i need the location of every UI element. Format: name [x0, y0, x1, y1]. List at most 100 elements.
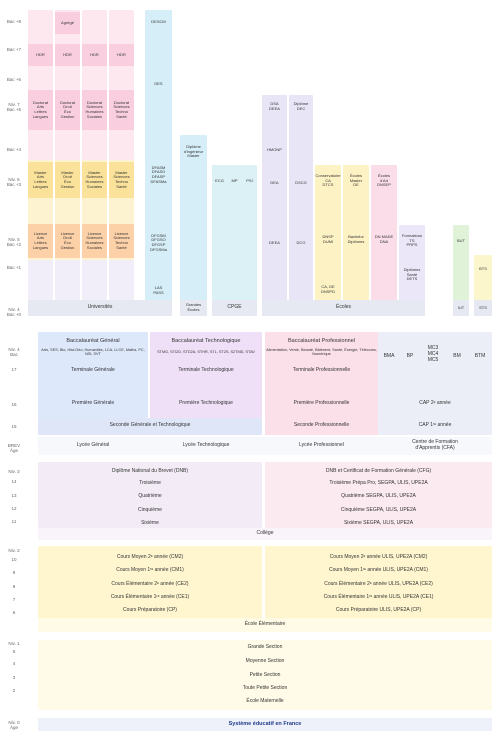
higher-ed-cell: DFASM DFASO DFASP DFASMa — [150, 164, 167, 184]
panel — [180, 135, 207, 300]
lycee-cell: Seconde Générale et Technologique — [109, 422, 191, 429]
college-cell: Troisième Prépa Pro, SEGPA, ULIS, UPE2A — [329, 480, 428, 487]
level-label: 12 — [11, 506, 17, 511]
higher-ed-cell: DESCM — [151, 18, 166, 24]
college-cell: Cinquième SEGPA, ULIS, UPE2A — [340, 507, 417, 514]
lycee-cell: Centre de Formation d'Apprentis (CFA) — [412, 439, 458, 451]
higher-ed-cell: Bachelor Diplômes — [347, 234, 365, 244]
level-label: 15 — [11, 424, 17, 429]
higher-ed-cell: Master Sciences Techno Santé — [109, 162, 134, 198]
lycee-cell: Baccalauréat Professionnel — [288, 337, 355, 344]
higher-ed-cell: DSA DEEA — [269, 101, 280, 111]
level-label: Niv. 7 Bac +5 — [6, 102, 22, 113]
college-cell: Quatrième SEGPA, ULIS, UPE2A — [341, 493, 416, 500]
panel — [343, 165, 369, 300]
higher-ed-cell: DCG — [296, 239, 306, 245]
panel — [265, 418, 378, 435]
higher-ed-cell: CA, DE DNSPD — [320, 284, 335, 294]
higher-ed-cell: HDR — [28, 44, 53, 66]
lycee-cell: Première Générale — [71, 400, 115, 407]
panel — [38, 437, 492, 455]
lycee-cell: Terminale Technologique — [178, 367, 234, 374]
lycee-cell: Lycée Général — [76, 442, 110, 449]
elementary-cell: Cours Élémentaire 2ᵉ année ULIS, UPE2A (… — [324, 581, 433, 588]
lycee-cell: Baccalauréat Technologique — [171, 337, 241, 344]
level-label: Bac +8 — [6, 19, 22, 24]
higher-ed-cell: MP — [231, 177, 238, 183]
level-label: 11 — [11, 519, 17, 524]
lycee-cell: BMA — [383, 353, 395, 360]
maternelle-cell: Petite Section — [249, 672, 281, 679]
lycee-cell: Arts, SES, Bio, Hist-Géo, Humanités, LCA… — [41, 347, 145, 356]
panel — [38, 618, 492, 632]
panel — [289, 95, 313, 300]
lycee-cell: Terminale Générale — [71, 367, 115, 374]
elementary-cell: Cours Élémentaire 2ᵉ année (CE2) — [111, 581, 189, 588]
higher-ed-cell: IUT — [453, 300, 469, 316]
college-cell: Sixième — [141, 520, 159, 527]
higher-ed-cell: Licence Arts Lettres Langues — [28, 224, 53, 258]
panel — [38, 528, 492, 540]
lycee-cell: Première Professionnelle — [293, 400, 350, 407]
higher-ed-cell: Agrégé — [55, 12, 80, 34]
lycee-cell: Alimentation, Vente, Beauté, Bâtiment, S… — [266, 347, 377, 356]
lycee-cell: BP — [406, 353, 414, 360]
maternelle-cell: Moyenne Section — [245, 658, 285, 665]
level-label: 16 — [11, 402, 17, 407]
lycee-cell: STMG, STI2D, STD2A, STHR, STL, ST2S, S2T… — [157, 349, 255, 354]
level-label: 10 — [11, 557, 17, 562]
lycee-cell: Lycée Professionnel — [299, 442, 344, 449]
level-label: BREV Âge — [7, 443, 21, 454]
panel — [82, 260, 107, 300]
higher-ed-cell: Doctorat Arts Lettres Langues — [28, 90, 53, 130]
panel — [378, 332, 492, 418]
level-label: Niv. 6 Bac +3 — [6, 177, 22, 188]
level-label: Niv. 2 — [8, 548, 20, 553]
college-cell: Sixième SEGPA, ULIS, UPE2A — [343, 520, 414, 527]
elementary-cell: Cours Élémentaire 1ʳᵉ année (CE1) — [110, 594, 190, 601]
elementary-cell: Cours Moyen 2ᵉ année ULIS, UPE2A (CM2) — [329, 554, 428, 561]
higher-ed-cell: DFGSM DFGSO DFGSP DFGSMa — [150, 232, 167, 252]
higher-ed-cell: Diplôme d'ingénieur Master — [183, 144, 204, 159]
panel — [212, 165, 257, 300]
panel — [265, 546, 492, 618]
lycee-cell: CAP 1ʳᵉ année — [418, 422, 452, 429]
panel — [474, 255, 492, 300]
level-label: 9 — [12, 570, 16, 575]
higher-ed-cell: HDR — [109, 44, 134, 66]
higher-ed-cell: Diplôme DEC — [293, 101, 309, 111]
level-label: 7 — [12, 597, 16, 602]
maternelle-cell: Toute Petite Section — [242, 685, 288, 692]
higher-ed-cell: Universités — [28, 300, 172, 316]
level-label: Niv. 5 Bac +2 — [6, 237, 22, 248]
higher-ed-cell: Doctorat Droit Éco Gestion — [55, 90, 80, 130]
panel — [109, 260, 134, 300]
elementary-cell: Cours Moyen 1ʳᵉ année (CM1) — [116, 567, 184, 574]
panel — [315, 165, 341, 300]
lycee-cell: Baccalauréat Général — [66, 337, 120, 344]
higher-ed-cell: Master Droit Éco Gestion — [55, 162, 80, 198]
elementary-cell: Cours Moyen 1ʳᵉ année ULIS, UPE2A (CM1) — [329, 567, 428, 574]
higher-ed-cell: Écoles Master DE — [349, 173, 363, 188]
elementary-cell: Cours Préparatoire ULIS, UPE2A (CP) — [335, 607, 422, 614]
higher-ed-cell: Formations TS PRPS — [401, 233, 422, 248]
higher-ed-cell: Licence Sciences Humaines Sociales — [82, 224, 107, 258]
panel — [371, 165, 397, 300]
higher-ed-cell: DES — [154, 80, 163, 86]
panel — [150, 332, 262, 418]
higher-ed-cell: HDR — [82, 44, 107, 66]
college-cell: Troisième — [139, 480, 161, 487]
panel — [38, 332, 148, 418]
higher-ed-cell: Diplômes Santé DETS — [403, 267, 421, 282]
panel — [262, 95, 287, 300]
panel — [28, 260, 53, 300]
maternelle-cell: Grande Section — [247, 644, 283, 651]
level-label: 4 — [12, 661, 16, 666]
level-label: 14 — [11, 479, 17, 484]
elementary-cell: Cours Élémentaire 1ʳᵉ année ULIS, UPE2A … — [323, 594, 434, 601]
college-cell: Quatrième — [138, 493, 162, 500]
higher-ed-cell: Licence Sciences Techno Santé — [109, 224, 134, 258]
level-label: 8 — [12, 584, 16, 589]
level-label: 13 — [11, 493, 17, 498]
